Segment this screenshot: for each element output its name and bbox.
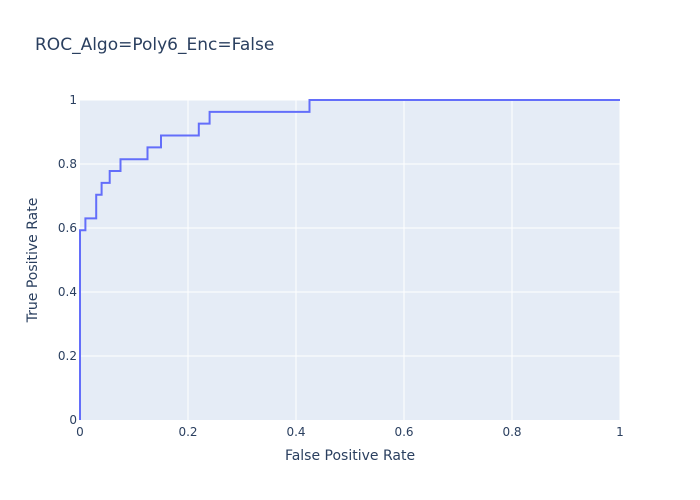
- y-tick-label: 0: [69, 413, 77, 427]
- plot-area: [80, 100, 620, 420]
- x-tick-label: 0.6: [394, 425, 413, 439]
- x-tick-label: 0: [76, 425, 84, 439]
- x-axis-title: False Positive Rate: [285, 448, 415, 464]
- y-axis-title: True Positive Rate: [25, 198, 41, 324]
- x-tick-label: 0.2: [178, 425, 197, 439]
- y-tick-label: 0.4: [58, 285, 77, 299]
- grid-lines: [80, 99, 621, 420]
- y-axis-ticks: 0 0.2 0.4 0.6 0.8 1: [58, 93, 77, 427]
- x-tick-label: 1: [616, 425, 624, 439]
- y-tick-label: 0.2: [58, 349, 77, 363]
- x-tick-label: 0.8: [502, 425, 521, 439]
- y-tick-label: 1: [69, 93, 77, 107]
- x-tick-label: 0.4: [286, 425, 305, 439]
- y-tick-label: 0.8: [58, 157, 77, 171]
- x-axis-ticks: 0 0.2 0.4 0.6 0.8 1: [76, 425, 624, 439]
- y-tick-label: 0.6: [58, 221, 77, 235]
- chart-title: ROC_Algo=Poly6_Enc=False: [35, 35, 274, 55]
- roc-curve-line: [79, 99, 620, 420]
